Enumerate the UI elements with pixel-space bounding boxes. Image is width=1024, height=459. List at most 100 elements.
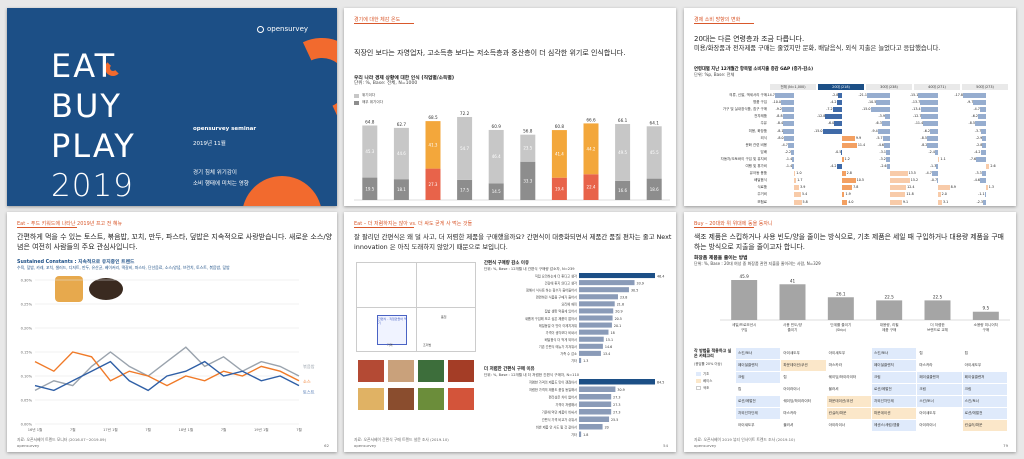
gap-value: -6.2 [971, 114, 978, 119]
legend-swatch-color [696, 386, 701, 390]
h-bar-value: 23.8 [620, 296, 627, 300]
y-tick-label: 0.05% [21, 398, 33, 402]
gap-value: -21.1 [858, 93, 867, 97]
gap-value: -3.2 [879, 156, 886, 161]
gap-bar [923, 121, 938, 127]
bar-total-label: 62.7 [397, 122, 407, 127]
gap-bar [783, 121, 794, 127]
table-cell: 자외선차단제 [736, 408, 781, 419]
table-cell: 컨실러/파운 [962, 420, 1007, 431]
series-legend-label: 볶음밥 [303, 363, 315, 370]
gap-bar [842, 171, 846, 177]
gap-value: -1.3 [929, 164, 937, 168]
method-category-label: 구매 [983, 327, 990, 332]
gap-bar [982, 142, 986, 148]
table-cell: 쉐이딩/하이라이터 [781, 396, 826, 407]
bar-crisis [583, 123, 599, 175]
table-cell: 아이섀도우 [917, 408, 962, 419]
opensurvey-logo-icon [257, 26, 264, 33]
gap-value: 5.8 [802, 199, 808, 204]
slide-headline: 잘 팔리던 간편식은 왜 덜 사고, 더 저렴한 제품을 구매했을까요? 간편식… [354, 233, 672, 251]
gap-bar [980, 178, 986, 184]
gap-value: 1.9 [845, 192, 851, 197]
gap-bar [787, 142, 794, 148]
slide-food-keywords[interactable]: Eat – 푸드 키워드에 나타난 2019년 프고 전 혜뉴 간편하게 먹을 … [7, 212, 337, 452]
gap-bar [927, 142, 938, 148]
bar-category-label: 요리에 재미 [561, 302, 577, 307]
gap-bar [938, 199, 943, 205]
bar-severe [646, 178, 662, 200]
row-label: 문화 관련 비용 [745, 142, 767, 147]
table-cell: 스킨/토너 [917, 396, 962, 407]
gap-bar [867, 93, 890, 99]
bar-label-crisis: 23.5 [523, 146, 532, 151]
slide-economic-perception[interactable]: 경기에 대한 체감 온도 직장인 보다는 자영업자, 고소득층 보다는 저소득층… [344, 8, 676, 206]
bar-label-crisis: 46.4 [492, 154, 501, 159]
slide-hmr-purchase[interactable]: Eat – 더 저렴하지는 않아 vs. 더 싸도 굳게 사 먹는 것들 잘 팔… [344, 212, 676, 452]
gap-value: -3.1 [879, 149, 886, 154]
gap-bar [890, 178, 910, 184]
method-bar [731, 280, 758, 320]
gap-bar [963, 93, 986, 99]
gap-value: 5.4 [802, 192, 808, 197]
bar-total-label: 66.1 [618, 118, 628, 123]
row-label: 주거비 [757, 192, 767, 197]
method-category-label: 단계를 줄이기 [830, 322, 851, 327]
row-label: 의류, 신발, 액세서리 구매 [729, 93, 767, 97]
bar-severe [551, 177, 567, 200]
series-line [34, 346, 300, 392]
legend-swatch-basic [696, 372, 701, 376]
bar-category-label: 비싼 제품 안 사도 될 것 같아서 [536, 425, 577, 430]
h-bar [579, 280, 635, 286]
bar-label-severe: 27.3 [429, 182, 438, 187]
gap-bar [841, 149, 842, 155]
gap-bar [920, 100, 938, 106]
slide-footer-source: 자료: 오픈서베이 2019 뷰티 인사이트 트렌드 조사 (2019.10) [694, 437, 795, 442]
x-tick-label: 7월 [145, 427, 151, 432]
table-cell: 쉐이딩/하이라이터 [826, 372, 871, 383]
series-legend-label: 소스 [303, 379, 311, 384]
gap-value: 9.1 [902, 199, 909, 204]
gap-bar [890, 171, 908, 177]
bar-category-label: 편편하던 식품을 구매가 줄어서 [536, 295, 577, 300]
row-label: 가구 및 실내장식품, 침구 구매 [722, 107, 767, 112]
gap-bar [973, 100, 986, 106]
table-cell: 아이섀도우 [962, 360, 1007, 371]
slide-cosmetics-saving[interactable]: Buy – 20대와 위 위대에 동을 동자니 색조 제품은 스킵하거나 사용 … [684, 212, 1016, 452]
gap-value: -7.6 [969, 156, 977, 161]
h-bar [579, 424, 603, 430]
slide-cover[interactable]: opensurvey EAT BUY PLAY 2019 opensurvey … [7, 8, 337, 206]
kicker-divider [354, 227, 414, 228]
method-bar [779, 284, 806, 320]
bar-category-label: 정해서 식사를 하는 횟수가 줄어들어서 [526, 287, 577, 292]
series-line [34, 351, 300, 387]
gap-value: 2.8 [846, 171, 852, 176]
bar-category-label: 저렴한 가격의 제품도 맛이 괜찮아서 [529, 380, 577, 385]
table-cell: 스킨/토너 [736, 348, 781, 359]
x-tick-label: 19년 1월 [254, 427, 269, 432]
gap-bar [783, 128, 794, 134]
gap-bar [980, 149, 986, 155]
gap-value: -8.2 [920, 142, 928, 147]
kicker-divider [17, 227, 77, 228]
h-bar-value: 14.6 [605, 345, 612, 349]
slide-spending-change[interactable]: 경제 소비 방향의 변화 20대는 다른 연령층과 조금 다릅니다. 미용/화장… [684, 8, 1016, 206]
h-bar [579, 409, 612, 415]
h-bar-value: 1.8 [583, 433, 588, 437]
bar-severe [583, 174, 599, 200]
gap-bar [920, 107, 938, 113]
gap-bar [938, 156, 940, 162]
method-bar [972, 311, 999, 320]
gap-value: -8.8 [776, 114, 783, 119]
method-bar [876, 300, 903, 320]
h-bar [579, 343, 603, 349]
table-title: 각 방법을 적용하고 싶은 카테고리 [694, 348, 732, 358]
gap-value: -10.5 [867, 100, 877, 105]
gap-bar [890, 185, 907, 191]
table-cell: 스킨/토너 [872, 348, 917, 359]
gap-value: 2.6 [990, 164, 996, 168]
gap-bar [842, 135, 855, 141]
h-bar [579, 401, 612, 407]
h-bar-value: 30.5 [631, 288, 638, 292]
